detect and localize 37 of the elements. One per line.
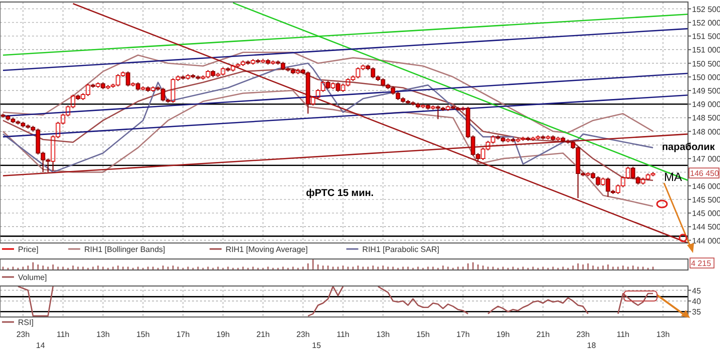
text: 18: [587, 341, 596, 350]
line-series: [2, 52, 654, 134]
x-tick-label: 13h: [656, 330, 670, 339]
y-tick-label: 35: [692, 308, 702, 317]
line-series: [2, 90, 654, 207]
line-series: [377, 286, 469, 314]
x-tick-label: 23h: [576, 330, 590, 339]
y-tick-label: 45: [692, 286, 702, 296]
x-tick-label: 17h: [456, 330, 470, 339]
x-tick-label: 23h: [296, 330, 310, 339]
x-tick-label: 19h: [496, 330, 510, 339]
x-tick-label: 23h: [16, 330, 30, 339]
x-tick-label: 21h: [536, 330, 550, 339]
annotation: фРТС 15 мин.: [306, 188, 374, 199]
legend-label: Volume]: [18, 273, 47, 282]
x-tick-label: 15h: [416, 330, 430, 339]
annotation: MA: [664, 170, 682, 184]
x-tick-label: 11h: [616, 330, 630, 339]
legend-label: RIH1 [Parabolic SAR]: [362, 245, 440, 254]
text: 4 215: [691, 259, 712, 268]
legend-label: RSI]: [18, 318, 34, 327]
legend-label: Price]: [18, 245, 38, 254]
x-tick-label: 11h: [56, 330, 70, 339]
text: 14: [36, 341, 46, 350]
text: 15: [312, 341, 322, 350]
x-tick-label: 15h: [136, 330, 150, 339]
y-tick-label: 40: [692, 296, 702, 306]
x-tick-label: 13h: [96, 330, 110, 339]
line-series: [307, 286, 344, 317]
line-series: [487, 297, 589, 314]
x-tick-label: 21h: [256, 330, 270, 339]
legend-label: RIH1 [Bollinger Bands]: [84, 245, 166, 254]
x-tick-label: 13h: [376, 330, 390, 339]
legend-label: RIH1 [Moving Average]: [226, 245, 308, 254]
x-tick-label: 11h: [336, 330, 350, 339]
x-tick-label: 19h: [216, 330, 230, 339]
x-tick-label: 17h: [176, 330, 190, 339]
